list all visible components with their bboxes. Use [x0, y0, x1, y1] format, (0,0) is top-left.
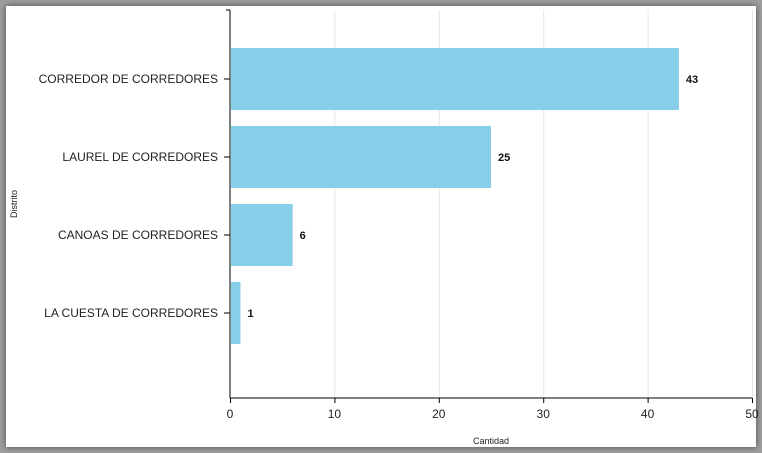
- bar: [231, 204, 293, 266]
- labels: 0 10 20 30 40 50 CORREDOR DE CORREDORES 43 LAURE…: [39, 72, 759, 421]
- axes: [224, 9, 753, 403]
- data-label: 43: [686, 74, 698, 86]
- x-tick-label: 40: [641, 407, 655, 421]
- x-tick-label: 20: [432, 407, 446, 421]
- bars: [231, 48, 679, 344]
- x-tick-label: 50: [745, 407, 759, 421]
- data-label: 25: [498, 152, 510, 164]
- category-label: LAUREL DE CORREDORES: [62, 150, 218, 164]
- bar: [231, 126, 491, 188]
- category-label: CANOAS DE CORREDORES: [58, 228, 218, 242]
- category-label: CORREDOR DE CORREDORES: [39, 72, 218, 86]
- y-axis-title: Distrito: [9, 190, 19, 218]
- data-label: 6: [300, 230, 306, 242]
- x-tick-label: 10: [328, 407, 342, 421]
- bar: [231, 282, 241, 344]
- bar: [231, 48, 679, 110]
- x-tick-label: 30: [537, 407, 551, 421]
- x-tick-label: 0: [227, 407, 234, 421]
- category-label: LA CUESTA DE CORREDORES: [44, 306, 218, 320]
- x-axis-title: Cantidad: [473, 436, 509, 446]
- data-label: 1: [247, 308, 253, 320]
